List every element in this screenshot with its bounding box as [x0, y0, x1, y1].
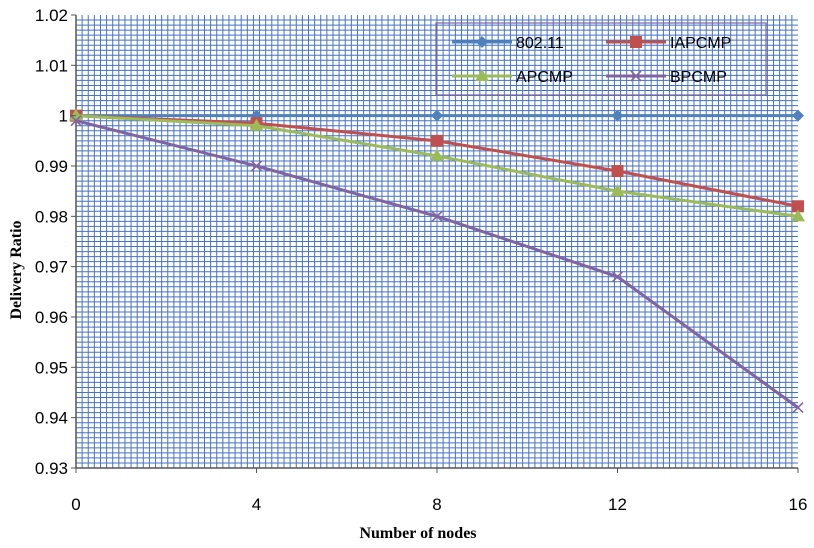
legend-box: [435, 22, 767, 96]
grid: [76, 15, 798, 468]
data-point: [792, 402, 804, 414]
legend-entry: BPCMP: [606, 69, 727, 86]
data-point: [249, 118, 264, 131]
x-axis-title: Number of nodes: [359, 525, 476, 542]
data-point: [430, 148, 444, 161]
data-point: [431, 109, 443, 122]
legend-label: IAPCMP: [670, 35, 731, 52]
legend-entry: APCMP: [452, 69, 573, 86]
data-point: [250, 160, 263, 172]
legend-label: 802.11: [516, 35, 564, 52]
legend-swatch-marker: [630, 36, 642, 48]
legend-label: APCMP: [516, 69, 573, 86]
y-tick-label: 0.94: [35, 409, 68, 428]
data-point: [611, 165, 624, 178]
series-layer: [69, 108, 805, 414]
legend-swatch-marker: [476, 36, 488, 48]
y-tick-label: 1: [59, 107, 68, 126]
y-tick-label: 0.98: [35, 207, 68, 226]
data-point: [611, 109, 624, 122]
x-tick-label: 12: [608, 495, 627, 514]
legend-label: BPCMP: [670, 69, 727, 86]
data-point: [431, 210, 443, 222]
legend: 802.11 IAPCMP APCMP BPCMP: [435, 22, 767, 96]
legend-entry: 802.11: [452, 35, 564, 52]
data-point: [611, 271, 624, 283]
y-tick-label: 1.02: [35, 6, 68, 25]
data-point: [792, 109, 804, 122]
legend-swatch-marker: [630, 70, 642, 82]
y-tick-label: 1.01: [35, 56, 68, 75]
y-tick-label: 0.95: [35, 358, 68, 377]
x-tick-label: 8: [432, 495, 441, 514]
x-tick-label: 0: [71, 495, 80, 514]
legend-entry: IAPCMP: [606, 35, 731, 52]
series-bpcmp: [70, 115, 804, 414]
y-tick-label: 0.99: [35, 157, 68, 176]
x-tick-label: 16: [789, 495, 808, 514]
data-point: [792, 200, 804, 213]
y-tick-label: 0.97: [35, 258, 68, 277]
tick-labels: 0.93 0.94 0.95 0.96 0.97 0.98 0.99 1 1.01 1.02 0 4 8…: [35, 6, 808, 514]
data-point: [610, 184, 625, 197]
x-tick-label: 4: [252, 495, 261, 514]
legend-swatch-marker: [475, 69, 489, 81]
y-tick-label: 0.96: [35, 308, 68, 327]
data-point: [431, 134, 443, 147]
y-tick-label: 0.93: [35, 459, 68, 478]
data-point: [70, 115, 82, 127]
data-point: [791, 209, 805, 222]
y-axis-title: Delivery Ratio: [8, 220, 25, 319]
